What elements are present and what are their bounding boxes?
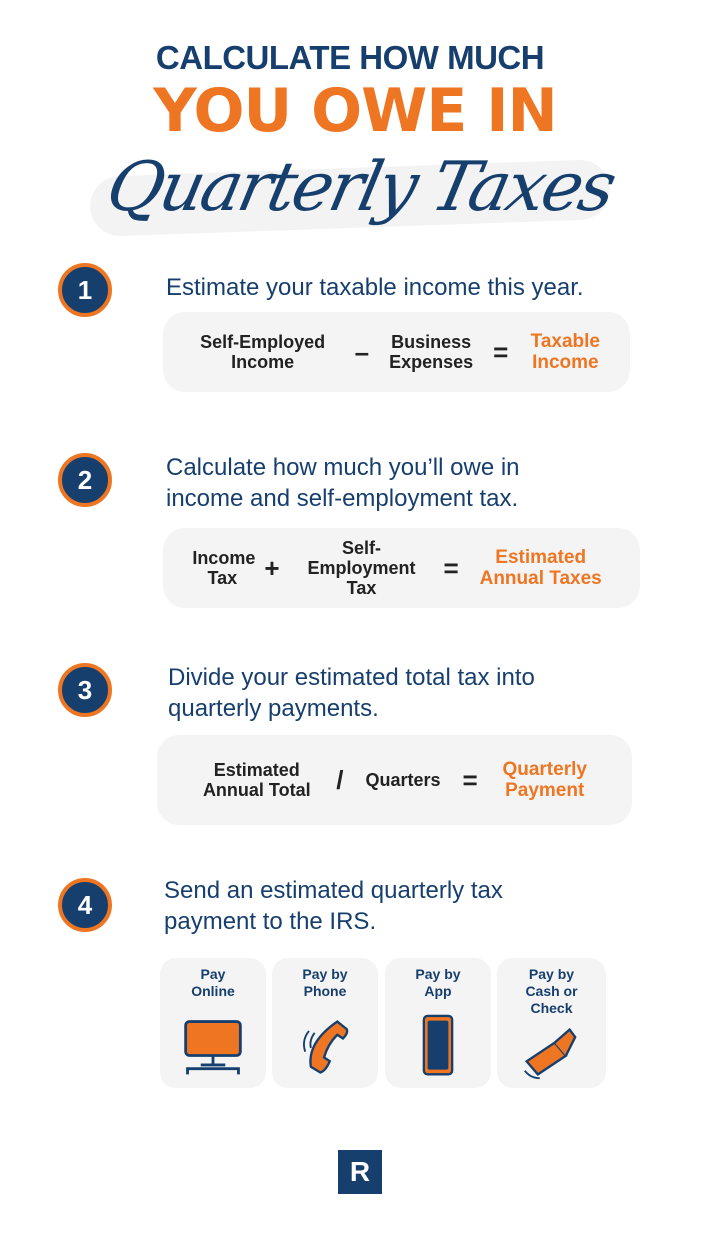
formula-operator: / <box>336 764 344 795</box>
formula-operator: = <box>493 336 509 367</box>
step-number-1: 1 <box>58 263 112 317</box>
step-text-4: Send an estimated quarterly tax payment … <box>164 877 503 935</box>
formula-result: Estimated Annual Taxes <box>479 547 602 589</box>
wallet-icon <box>524 1027 577 1080</box>
formula-operator: = <box>443 552 459 583</box>
step-number-3: 3 <box>58 663 112 717</box>
step-text-1: Estimate your taxable income this year. <box>166 274 584 301</box>
formula-operator: = <box>462 764 478 795</box>
formula-box-2: Income Tax + Self-Employment Tax = Estim… <box>163 528 640 608</box>
phone-icon <box>303 1020 349 1074</box>
formula-term: Quarters <box>365 770 441 790</box>
payment-option-phone: Pay by Phone <box>272 958 378 1088</box>
payment-option-label: Pay by Cash or Check <box>525 966 578 1016</box>
formula-term: Business Expenses <box>389 332 474 372</box>
payment-option-label: Pay by App <box>415 966 461 999</box>
payment-option-app: Pay by App <box>385 958 491 1088</box>
formula-term: Income Tax <box>192 548 256 588</box>
formula-term: Self-Employment Tax <box>307 538 416 598</box>
step-text-2: Calculate how much you’ll owe in income … <box>166 454 520 512</box>
title-script: Quarterly Taxes <box>99 148 621 227</box>
payment-option-label: Pay by Phone <box>302 966 348 999</box>
payment-option-label: Pay Online <box>191 966 235 999</box>
formula-box-1: Self-Employed Income – Business Expenses… <box>163 312 630 392</box>
step-text-3: Divide your estimated total tax into qua… <box>168 664 535 722</box>
formula-operator: + <box>264 552 280 583</box>
title-line1: CALCULATE HOW MUCH <box>155 39 545 76</box>
formula-box-3: Estimated Annual Total / Quarters = Quar… <box>157 735 632 825</box>
formula-result: Quarterly Payment <box>502 759 587 801</box>
payment-option-cash-check: Pay by Cash or Check <box>497 958 606 1088</box>
computer-icon <box>184 1020 242 1075</box>
title-line2: YOU OWE IN <box>153 76 558 146</box>
formula-result: Taxable Income <box>530 331 600 373</box>
payment-option-online: Pay Online <box>160 958 266 1088</box>
step-number-4: 4 <box>58 878 112 932</box>
formula-operator: – <box>354 336 370 367</box>
formula-term: Estimated Annual Total <box>202 760 311 800</box>
step-number-2: 2 <box>58 453 112 507</box>
formula-term: Self-Employed Income <box>200 332 326 372</box>
smartphone-icon <box>422 1014 454 1076</box>
logo-letter: R <box>349 1156 371 1187</box>
brand-logo: R <box>338 1150 382 1194</box>
